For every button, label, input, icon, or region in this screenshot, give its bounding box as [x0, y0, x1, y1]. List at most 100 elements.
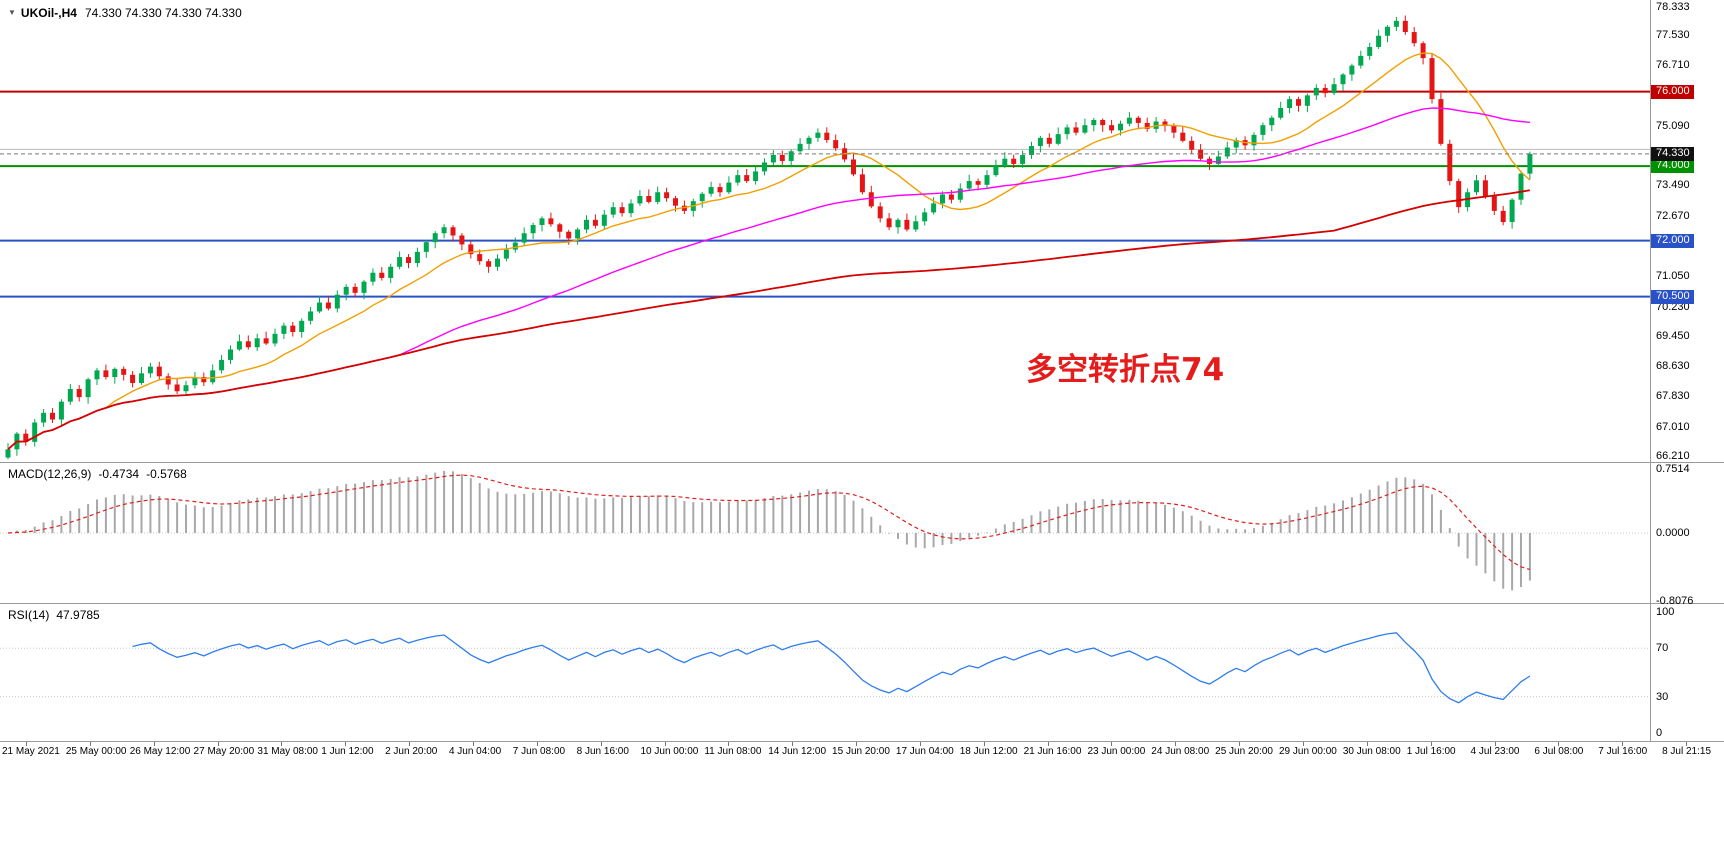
candle-body [121, 368, 127, 375]
indicator-tick-label: 0.7514 [1656, 463, 1690, 475]
time-tick-label: 29 Jun 00:00 [1279, 746, 1337, 757]
time-tick-mark [153, 742, 155, 746]
candle-body [1385, 26, 1390, 36]
candle-body [859, 174, 865, 193]
time-axis-separator [0, 741, 1724, 742]
candle-body [147, 366, 153, 374]
price-tick-label: 75.090 [1656, 119, 1690, 132]
candle-body [139, 373, 144, 384]
candle-body [388, 266, 394, 278]
candle-body [1411, 32, 1417, 44]
macd-label: MACD(12,26,9) -0.4734 -0.5768 [8, 467, 194, 481]
macd-indicator-chart[interactable] [0, 463, 1724, 602]
candle-body [1011, 158, 1017, 164]
candle-body [1055, 134, 1061, 144]
candle-body [1358, 55, 1364, 66]
indicator-tick-label: 100 [1656, 606, 1675, 618]
ma-slow-line [7, 189, 1531, 450]
candle-body [1518, 173, 1524, 200]
candle-body [655, 192, 661, 202]
price-axis-separator [1650, 0, 1651, 742]
candle-body [681, 205, 687, 211]
candle-body [1482, 180, 1488, 196]
candle-body [441, 227, 447, 234]
time-tick-mark [664, 742, 666, 746]
candle-body [1438, 99, 1444, 144]
candle-body [1118, 123, 1123, 131]
candle-body [183, 385, 189, 392]
candle-body [1509, 199, 1515, 223]
candle-body [584, 219, 589, 230]
candle-body [512, 242, 518, 250]
candle-body [886, 218, 892, 228]
candle-body [334, 294, 340, 309]
candle-body [664, 192, 670, 199]
candle-body [1474, 180, 1479, 193]
indicator-tick-label: 70 [1656, 642, 1669, 655]
candle-body [503, 249, 509, 259]
candle-body [1171, 125, 1177, 133]
candle-body [450, 227, 456, 236]
candle-body [868, 192, 874, 207]
candle-body [317, 302, 322, 312]
rsi-indicator-chart[interactable] [0, 604, 1724, 741]
candle-body [41, 412, 47, 423]
candle-body [1020, 154, 1026, 164]
candle-body [263, 338, 269, 344]
price-tick-label: 70.230 [1656, 300, 1690, 313]
time-tick-label: 4 Jun 04:00 [448, 746, 502, 757]
indicator-tick-label: -0.8076 [1656, 594, 1694, 607]
chart-title: ▼ UKOil-,H4 74.330 74.330 74.330 74.330 [8, 6, 242, 20]
time-tick-label: 7 Jun 08:00 [512, 746, 566, 757]
time-tick-label: 7 Jul 16:00 [1598, 746, 1648, 757]
candle-body [673, 198, 678, 206]
candle-body [192, 377, 198, 386]
price-chart[interactable] [0, 0, 1724, 462]
candle-body [468, 244, 474, 255]
candle-body [1500, 210, 1506, 223]
candle-body [1189, 140, 1195, 150]
pane-separator[interactable] [0, 603, 1724, 604]
candle-body [779, 154, 785, 161]
rsi-line [132, 632, 1531, 704]
candle-body [521, 233, 527, 243]
candle-body [343, 286, 349, 295]
time-tick-mark [472, 742, 474, 746]
candle-body [753, 171, 759, 182]
macd-name-label: MACD(12,26,9) [8, 467, 92, 481]
time-tick-label: 31 May 08:00 [257, 746, 318, 757]
candle-body [1393, 20, 1399, 27]
chart-marker-icon: ▼ [8, 8, 16, 17]
pane-separator[interactable] [0, 462, 1724, 463]
ma-mid-line [7, 107, 1530, 450]
candle-body [299, 320, 305, 332]
candle-body [717, 187, 723, 193]
candle-body [1135, 117, 1141, 123]
candle-body [85, 379, 91, 398]
candle-body [762, 162, 767, 172]
candle-body [610, 207, 616, 215]
time-tick-label: 8 Jul 21:15 [1662, 746, 1712, 757]
time-tick-label: 18 Jun 12:00 [959, 746, 1018, 757]
macd-main-value: -0.4734 [98, 467, 140, 481]
time-tick-label: 25 Jun 20:00 [1215, 746, 1273, 757]
candle-body [236, 341, 242, 350]
candle-body [397, 257, 403, 267]
candle-body [112, 368, 118, 378]
time-tick-mark [1366, 742, 1368, 746]
symbol-timeframe-label: UKOil-,H4 [20, 6, 77, 20]
candle-body [922, 212, 928, 222]
time-tick-label: 30 Jun 08:00 [1342, 746, 1401, 757]
time-tick-label: 26 May 12:00 [129, 746, 191, 757]
time-tick-mark [1558, 742, 1560, 746]
time-tick-label: 27 May 20:00 [193, 746, 255, 757]
time-tick-mark [856, 742, 858, 746]
candle-body [5, 449, 11, 458]
price-tick-label: 76.710 [1656, 59, 1690, 72]
candle-body [975, 181, 981, 185]
candle-body [1064, 127, 1070, 135]
candle-body [1046, 137, 1052, 144]
candle-body [1260, 125, 1266, 135]
candle-body [824, 132, 830, 141]
candle-body [325, 302, 331, 309]
